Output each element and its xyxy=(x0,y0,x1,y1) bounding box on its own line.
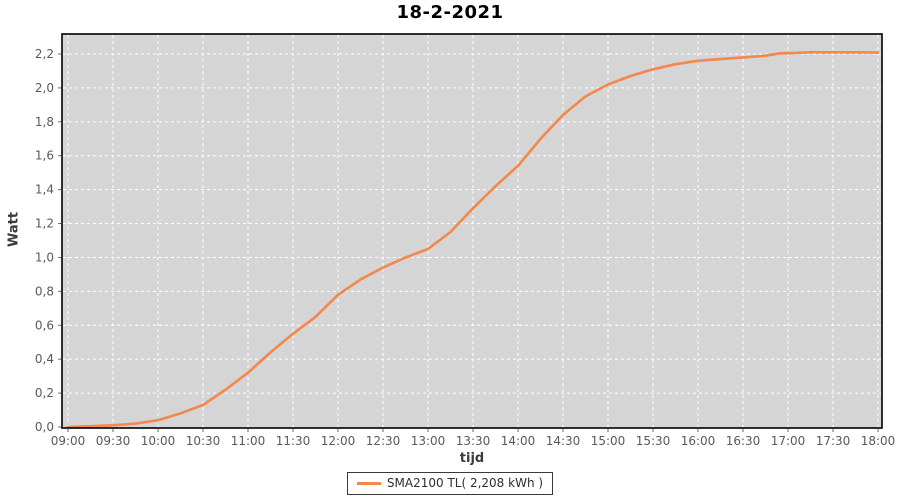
x-tick-label: 12:00 xyxy=(321,434,356,448)
y-tick-label: 1,4 xyxy=(35,183,54,197)
x-tick-label: 15:30 xyxy=(636,434,671,448)
x-axis-title: tijd xyxy=(459,451,485,466)
chart-title: 18-2-2021 xyxy=(396,2,504,23)
x-tick-label: 12:30 xyxy=(366,434,401,448)
x-tick-label: 09:00 xyxy=(51,434,86,448)
plot-border xyxy=(61,33,883,429)
y-tick-label: 0,0 xyxy=(35,420,54,434)
y-tick-label: 1,6 xyxy=(35,149,54,163)
x-tick-label: 17:30 xyxy=(816,434,851,448)
y-tick-label: 0,6 xyxy=(35,318,54,332)
x-tick-label: 14:30 xyxy=(546,434,581,448)
x-tick-label: 13:00 xyxy=(411,434,446,448)
x-tick-label: 09:30 xyxy=(96,434,131,448)
x-tick-label: 10:30 xyxy=(186,434,221,448)
x-tick-label: 14:00 xyxy=(501,434,536,448)
legend-label: SMA2100 TL( 2,208 kWh ) xyxy=(386,476,544,490)
x-tick-label: 15:00 xyxy=(591,434,626,448)
x-tick-label: 11:00 xyxy=(231,434,266,448)
y-tick-label: 0,4 xyxy=(35,352,54,366)
x-tick-label: 16:00 xyxy=(681,434,716,448)
x-tick-label: 16:30 xyxy=(726,434,761,448)
y-tick-label: 0,8 xyxy=(35,284,54,298)
y-tick-label: 2,0 xyxy=(35,81,54,95)
x-tick-label: 10:00 xyxy=(141,434,176,448)
y-tick-label: 1,2 xyxy=(35,217,54,231)
x-tick-label: 17:00 xyxy=(771,434,806,448)
legend: SMA2100 TL( 2,208 kWh ) xyxy=(0,472,900,495)
y-tick-label: 2,2 xyxy=(35,47,54,61)
x-tick-label: 18:00 xyxy=(861,434,896,448)
y-tick-label: 0,2 xyxy=(35,386,54,400)
x-tick-label: 11:30 xyxy=(276,434,311,448)
y-tick-label: 1,0 xyxy=(35,250,54,264)
series-line xyxy=(66,50,880,429)
legend-box: SMA2100 TL( 2,208 kWh ) xyxy=(346,472,554,495)
legend-line-swatch xyxy=(356,481,381,485)
y-axis-title: Watt xyxy=(6,211,22,248)
plot-background xyxy=(62,34,882,428)
y-tick-label: 1,8 xyxy=(35,115,54,129)
x-tick-label: 13:30 xyxy=(456,434,491,448)
